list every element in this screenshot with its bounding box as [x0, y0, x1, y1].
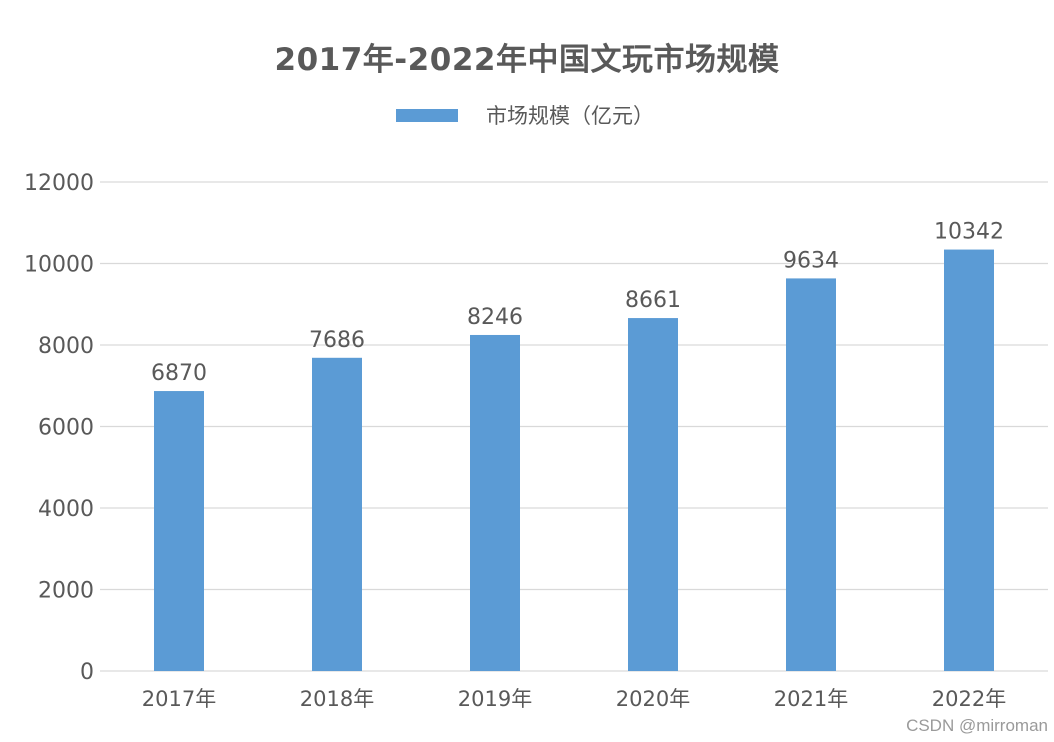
data-label: 8661 [625, 288, 681, 313]
x-tick-label: 2019年 [458, 687, 532, 711]
bar-5 [944, 249, 994, 671]
y-tick-label: 12000 [24, 171, 94, 196]
y-tick-label: 4000 [38, 497, 94, 522]
watermark: CSDN @mirroman [906, 716, 1048, 735]
bar-3 [628, 318, 678, 671]
data-label: 6870 [151, 361, 207, 386]
x-tick-label: 2018年 [300, 687, 374, 711]
x-tick-label: 2017年 [142, 687, 216, 711]
x-tick-label: 2020年 [616, 687, 690, 711]
bar-1 [312, 357, 362, 671]
data-label: 8246 [467, 305, 523, 330]
legend-label: 市场规模（亿元） [486, 104, 654, 128]
x-tick-label: 2022年 [932, 687, 1006, 711]
legend-swatch [396, 108, 458, 122]
x-tick-label: 2021年 [774, 687, 848, 711]
chart-legend: 市场规模（亿元） [396, 100, 654, 130]
y-tick-label: 6000 [38, 416, 94, 441]
y-tick-label: 0 [80, 660, 94, 685]
data-label: 10342 [934, 220, 1004, 245]
data-label: 7686 [309, 328, 365, 353]
chart-title: 2017年-2022年中国文玩市场规模 [274, 42, 780, 78]
bar-4 [786, 278, 836, 671]
y-tick-label: 8000 [38, 334, 94, 359]
y-tick-label: 10000 [24, 253, 94, 278]
y-tick-label: 2000 [38, 579, 94, 604]
bar-0 [154, 391, 204, 671]
data-label: 9634 [783, 248, 839, 273]
bar-2 [470, 334, 520, 671]
